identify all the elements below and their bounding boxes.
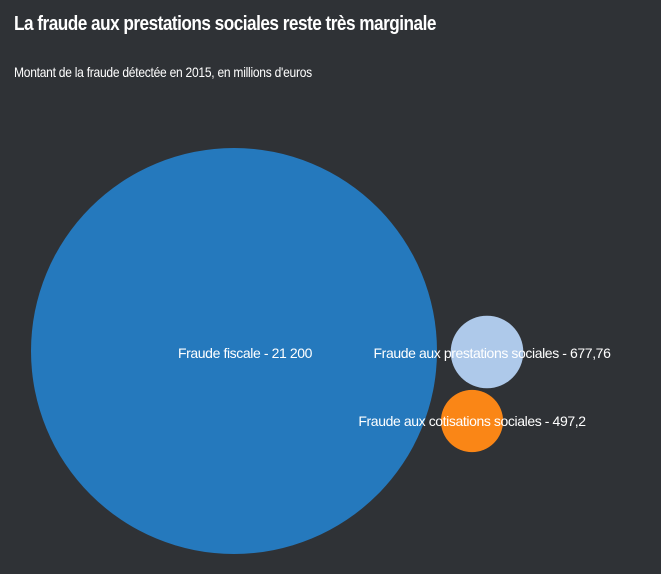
bubble-fraude-fiscale [31,148,437,554]
bubble-fraude-cotisations [440,389,504,453]
label-fraude-prestations: Fraude aux prestations sociales - 677,76 [374,345,612,361]
label-fraude-cotisations: Fraude aux cotisations sociales - 497,2 [358,413,586,429]
labels-layer: Fraude fiscale - 21 200 Fraude aux presta… [178,345,611,429]
chart-subtitle: Montant de la fraude détectée en 2015, e… [14,64,312,80]
label-fraude-fiscale: Fraude fiscale - 21 200 [178,345,313,361]
bubble-fraude-prestations [450,315,524,389]
bubbles-layer [31,148,524,554]
chart-title: La fraude aux prestations sociales reste… [14,13,436,35]
